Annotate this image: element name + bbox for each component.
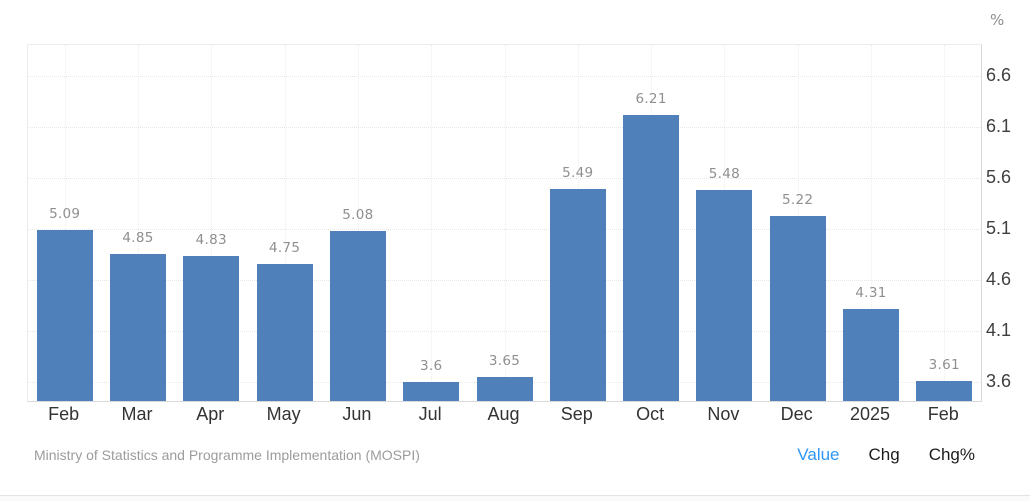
bar-value-label: 3.6	[420, 357, 443, 374]
bar-value-label: 4.75	[268, 240, 301, 257]
x-axis-category-label: Oct	[636, 404, 665, 424]
widget-bottom-strip	[0, 496, 1030, 501]
toggle-chg[interactable]: Chg	[868, 445, 900, 464]
toggle-value[interactable]: Value	[797, 445, 840, 464]
vertical-gridline	[944, 45, 946, 401]
y-axis-tick-label: 3.6	[986, 370, 1012, 391]
vertical-gridline	[138, 45, 139, 401]
bar-2025[interactable]	[843, 309, 899, 401]
y-axis-tick-label: 4.1	[986, 319, 1012, 340]
toggle-chg-percent[interactable]: Chg%	[928, 445, 975, 464]
bar-may[interactable]	[256, 264, 313, 401]
plot-area[interactable]: 5.09 4.85 4.83 4.75 5.08 3.6 3.65 5.49 6.21 5.48 5…	[27, 44, 982, 402]
x-axis-category-label: Apr	[196, 404, 225, 424]
x-axis-category-label: Feb	[927, 404, 959, 424]
source-attribution: Ministry of Statistics and Programme Imp…	[34, 447, 420, 463]
bar-feb[interactable]	[916, 380, 973, 401]
bar-sep[interactable]	[549, 188, 606, 401]
x-axis-category-label: Jul	[418, 404, 442, 424]
bar-value-label: 5.09	[49, 205, 81, 222]
x-axis-category-label: Feb	[48, 404, 80, 424]
bar-oct[interactable]	[623, 115, 680, 401]
y-axis-tick-label: 5.1	[986, 217, 1012, 238]
vertical-gridline	[284, 45, 286, 401]
x-axis-category-label: Aug	[487, 404, 520, 424]
y-axis-tick-label: 5.6	[986, 166, 1012, 187]
bar-value-label: 6.21	[635, 91, 667, 108]
x-axis-category-label: Jun	[342, 404, 372, 424]
bar-value-label: 4.31	[855, 285, 887, 302]
x-axis-category-label: Mar	[121, 404, 153, 424]
vertical-gridline	[431, 45, 433, 401]
bar-value-label: 5.08	[342, 206, 374, 223]
x-axis-category-label: 2025	[849, 404, 891, 424]
bar-value-label: 4.83	[195, 232, 227, 249]
bar-aug[interactable]	[476, 376, 533, 401]
bar-nov[interactable]	[696, 189, 753, 401]
bar-value-label: 3.65	[488, 352, 521, 369]
bar-dec[interactable]	[769, 216, 826, 401]
x-axis-category-label: Dec	[780, 404, 813, 424]
bar-jun[interactable]	[329, 230, 386, 401]
x-axis-category-label: May	[266, 404, 301, 424]
bar-value-label: 5.49	[562, 164, 594, 181]
series-toggle-group: Value Chg Chg%	[797, 445, 975, 465]
y-axis-tick-label: 6.6	[986, 64, 1012, 85]
bar-apr[interactable]	[183, 256, 240, 401]
bar-mar[interactable]	[110, 254, 166, 401]
vertical-gridline	[357, 45, 359, 401]
bar-value-label: 5.48	[708, 165, 741, 182]
x-axis-category-label: Sep	[560, 404, 593, 424]
bar-value-label: 4.85	[122, 230, 154, 247]
bar-value-label: 5.22	[782, 192, 814, 209]
bar-jul[interactable]	[403, 381, 460, 401]
vertical-gridline	[504, 45, 506, 401]
bar-value-label: 3.61	[928, 356, 960, 373]
y-axis-unit-label: %	[990, 11, 1005, 29]
y-axis-tick-label: 4.6	[986, 268, 1012, 289]
x-axis-category-label: Nov	[707, 404, 740, 424]
bar-feb[interactable]	[36, 229, 93, 401]
vertical-gridline	[871, 45, 872, 401]
vertical-gridline	[211, 45, 213, 401]
y-axis-tick-label: 6.1	[986, 115, 1012, 136]
vertical-gridline	[64, 45, 66, 401]
